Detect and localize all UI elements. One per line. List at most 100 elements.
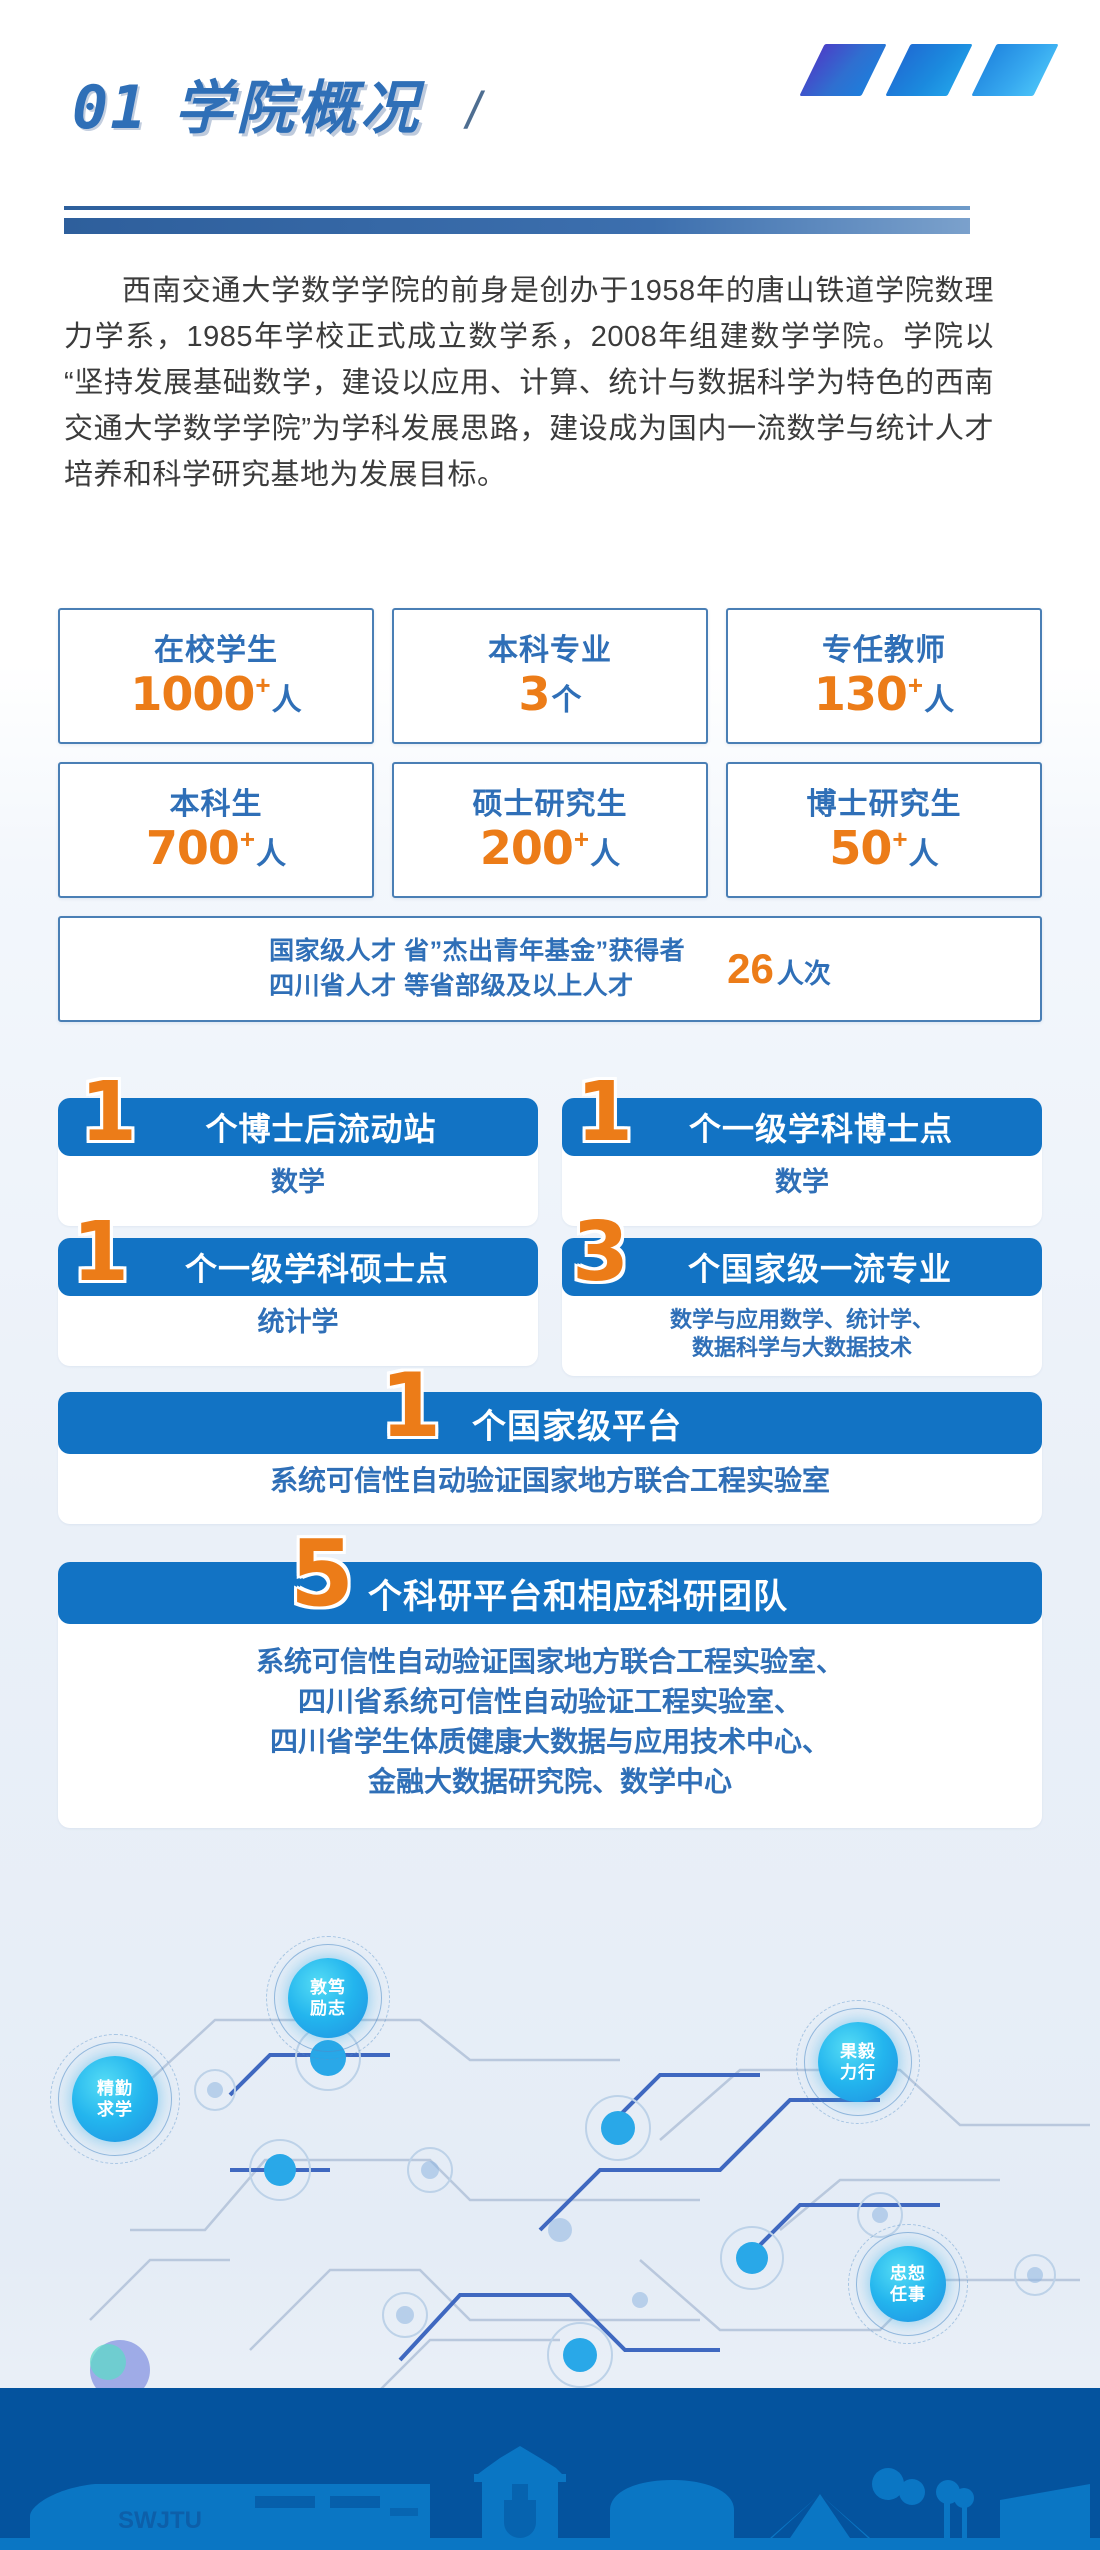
card-digit: 5 (290, 1520, 355, 1627)
stat-plus-sign: + (907, 669, 924, 700)
card-body: 系统可信性自动验证国家地方联合工程实验室、 四川省系统可信性自动验证工程实验室、… (58, 1612, 1042, 1828)
research-line-1: 系统可信性自动验证国家地方联合工程实验室、 (255, 1646, 844, 1677)
title-slash-decoration: / (466, 82, 481, 140)
header-rule-thin (64, 206, 970, 210)
card-body: 系统可信性自动验证国家地方联合工程实验室 (58, 1442, 1042, 1524)
stat-box-undergraduates: 本科生 700 + 人 (58, 762, 374, 898)
card-digit: 1 (80, 1065, 138, 1160)
talent-description: 国家级人才 省”杰出青年基金”获得者 四川省人才 等省部级及以上人才 (269, 934, 685, 1004)
stat-box-masters: 硕士研究生 200 + 人 (392, 762, 708, 898)
card-body-line-1: 数学与应用数学、统计学、 (669, 1307, 934, 1332)
stat-unit: 人 (908, 837, 939, 871)
bell-gate-icon (474, 2446, 566, 2538)
stat-number: 200 (479, 820, 574, 875)
stat-box-students: 在校学生 1000 + 人 (58, 608, 374, 744)
motto-line-2: 求学 (97, 2100, 133, 2119)
card-body: 数学 (58, 1144, 538, 1226)
motto-line-1: 精勤 (97, 2079, 133, 2098)
motto-line-1: 果毅 (840, 2042, 876, 2061)
stat-label: 在校学生 (154, 633, 278, 667)
programs-section: 1 个博士后流动站 数学 1 个一级学科博士点 数学 1 个一级学科硕士点 (58, 1072, 1042, 1828)
stat-box-talents: 国家级人才 省”杰出青年基金”获得者 四川省人才 等省部级及以上人才 26 人次 (58, 916, 1042, 1022)
stat-plus-sign: + (239, 823, 256, 854)
node-ring-dashed-1 (50, 2034, 180, 2164)
card-title: 个国家级一流专业 (687, 1251, 952, 1287)
campus-skyline-svg: SWJTU (0, 2388, 1100, 2550)
train-icon (30, 2484, 430, 2538)
card-title: 个一级学科博士点 (688, 1111, 953, 1147)
stat-unit: 人 (271, 683, 302, 717)
stat-row-2: 本科生 700 + 人 硕士研究生 200 + 人 博士研究生 50 + 人 (58, 762, 1042, 898)
talent-line-2: 四川省人才 等省部级及以上人才 (269, 972, 634, 1000)
footer-skyline-band: SWJTU (0, 2388, 1100, 2550)
stat-label: 专任教师 (822, 633, 946, 667)
card-title: 个博士后流动站 (205, 1111, 437, 1147)
card-digit: 3 (572, 1205, 630, 1300)
card-body: 数学 (562, 1144, 1042, 1226)
stat-label: 本科专业 (488, 633, 612, 667)
research-line-4: 金融大数据研究院、数学中心 (367, 1766, 732, 1797)
stat-box-doctoral: 博士研究生 50 + 人 (726, 762, 1042, 898)
node-ring-dashed-3 (796, 2000, 920, 2124)
stat-number: 3 (518, 666, 550, 721)
card-title: 个国家级平台 (472, 1407, 682, 1446)
stat-unit: 个 (551, 683, 582, 717)
research-line-3: 四川省学生体质健康大数据与应用技术中心、 (269, 1726, 830, 1757)
card-row-2: 1 个一级学科硕士点 统计学 3 个国家级一流专业 数学与应用数学、统计学、 数… (58, 1212, 1042, 1376)
card-body-line-2: 数据科学与大数据技术 (691, 1335, 912, 1360)
stat-plus-sign: + (892, 823, 908, 854)
node-ring-dashed-2 (266, 1936, 390, 2060)
stat-plus-sign: + (255, 669, 271, 700)
card-title: 个一级学科硕士点 (184, 1251, 449, 1287)
talent-line-1: 国家级人才 省”杰出青年基金”获得者 (269, 937, 686, 965)
card-header: 个一级学科博士点 (562, 1098, 1042, 1156)
stat-unit: 人 (590, 837, 621, 871)
stat-box-faculty: 专任教师 130 + 人 (726, 608, 1042, 744)
node-ring-dashed-4 (848, 2224, 968, 2344)
card-header: 个科研平台和相应科研团队 (58, 1562, 1042, 1624)
card-body: 统计学 (58, 1284, 538, 1366)
page-title: 学院概况 (174, 76, 423, 141)
card-row-1: 1 个博士后流动站 数学 1 个一级学科博士点 数学 (58, 1072, 1042, 1226)
stat-label: 硕士研究生 (472, 787, 628, 821)
motto-line-2: 励志 (310, 1999, 346, 2018)
header-rule-thick (64, 218, 970, 234)
section-header: 01 学院概况 / (72, 78, 1032, 188)
talent-unit: 人次 (776, 958, 831, 989)
footer-brand-text: SWJTU (118, 2507, 202, 2534)
library-building-icon (1000, 2484, 1090, 2538)
motto-line-2: 力行 (840, 2063, 876, 2082)
motto-node-jingqin-qiuxue: 精勤 求学 (72, 2056, 158, 2142)
card-header: 个国家级平台 (58, 1392, 1042, 1454)
fountain-icon (770, 2468, 925, 2538)
stat-label: 本科生 (169, 787, 263, 821)
circuit-lines-svg (89, 1979, 1090, 2400)
intro-paragraph: 西南交通大学数学学院的前身是创办于1958年的唐山铁道学院数理力学系，1985年… (64, 275, 994, 491)
card-first-level-masters: 1 个一级学科硕士点 统计学 (58, 1212, 538, 1376)
stat-number: 50 (829, 820, 892, 875)
card-research-platforms: 5 个科研平台和相应科研团队 系统可信性自动验证国家地方联合工程实验室、 四川省… (58, 1528, 1042, 1828)
motto-line-2: 任事 (890, 2285, 926, 2304)
motto-line-1: 忠恕 (890, 2264, 926, 2283)
tree-icon-group (936, 2480, 974, 2538)
circuit-network-graphic: 精勤 求学 敦笃 励志 果毅 力行 忠恕 任事 (0, 1930, 1100, 2450)
research-line-2: 四川省系统可信性自动验证工程实验室、 (297, 1686, 802, 1717)
motto-node-zhongshu-renshi: 忠恕 任事 (870, 2246, 946, 2322)
stat-plus-sign: + (573, 823, 590, 854)
stat-number: 1000 (130, 666, 255, 721)
stat-number: 700 (145, 820, 240, 875)
card-body: 数学与应用数学、统计学、 数据科学与大数据技术 (562, 1284, 1042, 1376)
card-digit: 1 (380, 1354, 442, 1457)
card-header: 个国家级一流专业 (562, 1238, 1042, 1296)
card-digit: 1 (72, 1205, 130, 1300)
card-digit: 1 (576, 1065, 634, 1160)
motto-node-guoyi-lixing: 果毅 力行 (818, 2022, 898, 2102)
card-national-first-class-majors: 3 个国家级一流专业 数学与应用数学、统计学、 数据科学与大数据技术 (562, 1212, 1042, 1376)
stat-unit: 人 (924, 683, 955, 717)
motto-line-1: 敦笃 (310, 1978, 346, 1997)
motto-node-dundu-lizhi: 敦笃 励志 (288, 1958, 368, 2038)
